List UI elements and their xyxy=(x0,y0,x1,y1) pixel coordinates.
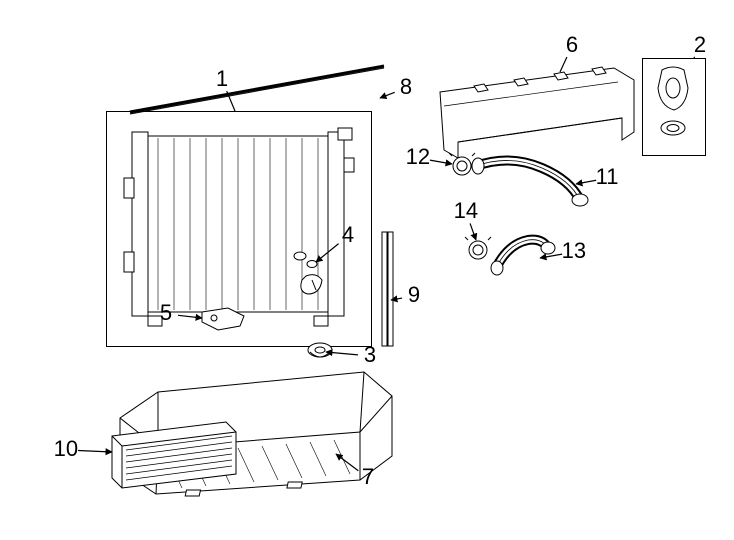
grommet-part-3 xyxy=(306,340,334,364)
callout-6: 6 xyxy=(566,34,578,56)
callout-13: 13 xyxy=(562,240,586,262)
upper-seal-part xyxy=(128,62,390,116)
clamp-part-14 xyxy=(464,236,492,262)
callout-9: 9 xyxy=(408,284,420,306)
callout-4: 4 xyxy=(342,224,354,246)
callout-7: 7 xyxy=(362,466,374,488)
shutter-part xyxy=(108,418,240,492)
bracket-part-5 xyxy=(200,306,246,332)
callout-3: 3 xyxy=(364,344,376,366)
callout-8: 8 xyxy=(400,76,412,98)
upper-hose-part xyxy=(470,150,600,210)
callout-11: 11 xyxy=(596,166,619,188)
cap-part xyxy=(648,66,698,148)
callout-12: 12 xyxy=(406,146,430,168)
lower-hose-part xyxy=(488,232,558,282)
callout-5: 5 xyxy=(160,302,172,324)
diagram-canvas: 1 2 3 4 5 6 7 8 9 10 11 12 13 14 xyxy=(0,0,734,540)
callout-2: 2 xyxy=(694,34,706,56)
side-seal-part xyxy=(380,230,396,348)
callout-14: 14 xyxy=(454,200,478,222)
drain-parts xyxy=(286,246,336,306)
callout-1: 1 xyxy=(216,68,228,90)
callout-10: 10 xyxy=(54,438,78,460)
upper-baffle-part xyxy=(434,62,638,160)
clamp-part-12 xyxy=(448,152,476,178)
